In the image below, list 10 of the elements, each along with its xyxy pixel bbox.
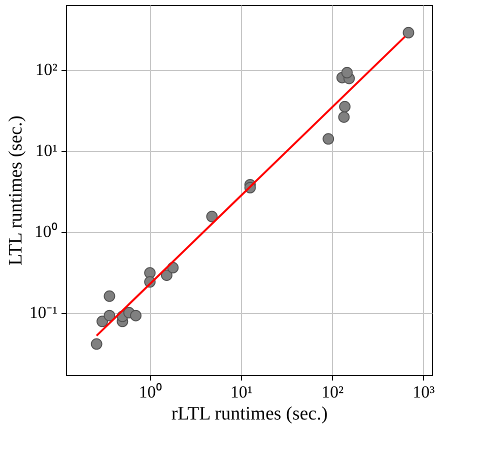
- y-tick-label: 10¹: [35, 141, 58, 160]
- x-tick-label: 10²: [322, 382, 344, 402]
- y-tick-label: 10²: [35, 60, 58, 80]
- x-tick-label: 10³: [412, 382, 435, 402]
- y-tick-label: 10⁰: [34, 222, 58, 242]
- y-tick-label: 10⁻¹: [29, 303, 58, 322]
- y-axis-title: LTL runtimes (sec.): [5, 115, 26, 266]
- x-tick-label: 10⁰: [138, 382, 162, 402]
- x-axis-title: rLTL runtimes (sec.): [171, 404, 328, 424]
- x-tick-label: 10¹: [230, 382, 253, 402]
